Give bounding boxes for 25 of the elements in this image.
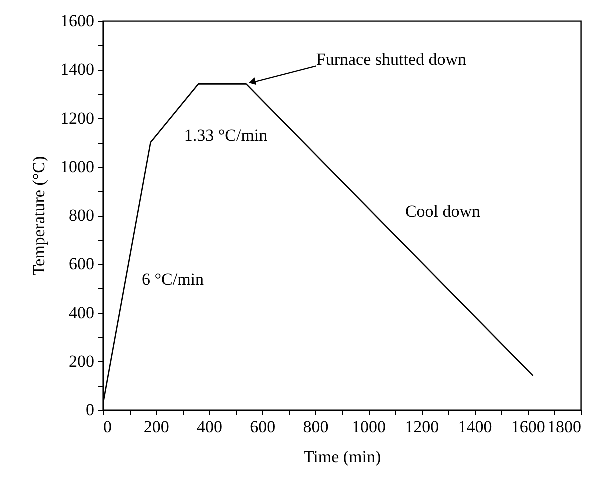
y-tick-label: 1400 <box>60 60 94 80</box>
y-tick-label: 800 <box>69 206 94 225</box>
x-tick-label: 600 <box>250 418 276 436</box>
x-tick-label: 800 <box>303 418 329 436</box>
y-tick-label: 1200 <box>60 108 94 128</box>
x-tick-label: 1000 <box>352 418 386 436</box>
y-tick-label: 0 <box>86 400 94 420</box>
y-tick-label: 600 <box>69 254 94 274</box>
annotation: 1.33 °C/min <box>184 126 268 146</box>
x-tick-label: 1800 <box>548 418 582 436</box>
x-tick-label: 400 <box>196 418 222 436</box>
annotation: Cool down <box>405 202 481 222</box>
x-tick-label: 1600 <box>511 418 546 436</box>
x-tick-label: 1200 <box>405 418 440 436</box>
x-tick-label: 0 <box>104 418 112 436</box>
x-tick-label: 200 <box>144 418 170 436</box>
annotation: 6 °C/min <box>142 270 204 290</box>
y-tick-label: 400 <box>69 303 94 322</box>
x-axis-title: Time (min) <box>304 448 382 466</box>
y-tick-label: 1000 <box>60 157 94 176</box>
annotation: Furnace shutted down <box>316 50 468 70</box>
y-tick-label: 200 <box>69 352 94 371</box>
y-tick-label: 1600 <box>60 12 94 30</box>
y-axis-title: Temperature (°C) <box>30 156 48 276</box>
x-tick-label: 1400 <box>458 418 492 436</box>
